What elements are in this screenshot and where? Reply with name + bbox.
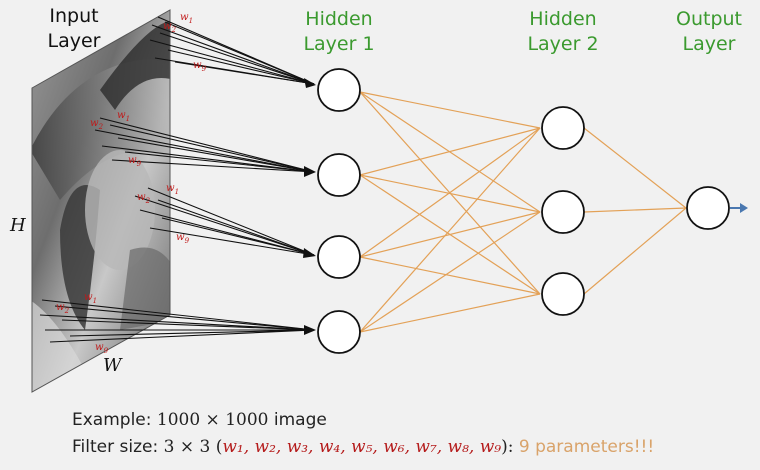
weight-label-group-1: w1 w2 w9 (163, 12, 207, 73)
output-neuron (686, 186, 730, 230)
weight-label-w2: w2 (163, 21, 177, 34)
hidden-layer-1-title: Hidden Layer 1 (292, 7, 386, 57)
hidden1-neuron (317, 235, 361, 279)
weight-label-w1: w1 (180, 12, 193, 25)
output-layer-title-line2: Layer (682, 33, 736, 55)
caption-filter-params: 9 parameters!!! (518, 437, 655, 457)
weight-label-w9: w9 (176, 232, 190, 245)
neurons (317, 68, 730, 354)
receptive-field-lines (39, 16, 315, 343)
weight-label-w9: w9 (193, 60, 207, 73)
weight-label-group-4: w1 w2 w9 (56, 292, 109, 355)
hidden1-neuron (317, 68, 361, 112)
weight-label-w2: w2 (137, 192, 151, 205)
receptive-field-arrowheads (303, 78, 316, 335)
image-width-label: W (103, 355, 122, 376)
weight-label-w1: w1 (166, 183, 179, 196)
connection-line (359, 293, 541, 333)
connection-line (583, 207, 687, 295)
connection-line (359, 211, 541, 333)
weight-label-group-2: w1 w2 w9 (90, 110, 142, 168)
input-image-border (31, 9, 171, 393)
hidden-layer-1-title-line2: Layer 1 (303, 33, 375, 55)
hidden1-neuron (317, 310, 361, 354)
weight-label-w1: w1 (117, 110, 130, 123)
hidden1-neuron (317, 153, 361, 197)
weight-label-w9: w9 (128, 155, 142, 168)
input-layer-title: Input Layer (38, 4, 110, 54)
weight-label-group-3: w1 w2 w9 (137, 183, 190, 245)
connection-line (583, 127, 687, 209)
connection-line (359, 91, 541, 129)
weight-labels: w1 w2 w9 w1 w2 w9 w1 w2 w9 w1 w2 w9 (56, 12, 207, 355)
input-image (32, 10, 170, 392)
caption-example-suffix: image (268, 410, 327, 430)
hidden-layer-1-title-line1: Hidden (305, 8, 373, 30)
weight-label-w9: w9 (95, 342, 109, 355)
hidden-layer-2-title-line1: Hidden (529, 8, 597, 30)
input-layer-title-line2: Layer (47, 30, 101, 52)
caption-example: Example: 1000 × 1000 image (72, 410, 327, 430)
connection-line (359, 127, 541, 258)
caption-filter: Filter size: 3 × 3 (w₁, w₂, w₃, w₄, w₅, … (72, 437, 654, 457)
hidden2-neuron (541, 190, 585, 234)
hidden2-neuron (541, 272, 585, 316)
hidden-layer-2-title: Hidden Layer 2 (516, 7, 610, 57)
output-layer-title-line1: Output (676, 8, 742, 30)
output-arrow (730, 203, 748, 213)
hidden-layer-2-title-line2: Layer 2 (527, 33, 599, 55)
connection-line (359, 127, 541, 333)
connection-line (583, 207, 687, 213)
connection-line (359, 127, 541, 176)
caption-filter-close: ): (501, 437, 519, 457)
caption-example-prefix: Example: (72, 410, 157, 430)
weight-label-w2: w2 (56, 302, 70, 315)
connection-line (359, 174, 541, 213)
caption-example-size: 1000 × 1000 (156, 410, 269, 430)
image-height-label: H (10, 215, 26, 236)
connection-line (359, 211, 541, 258)
connections (359, 91, 687, 333)
caption-filter-weights: w₁, w₂, w₃, w₄, w₅, w₆, w₇, w₈, w₉ (222, 437, 502, 457)
weight-label-w1: w1 (84, 292, 97, 305)
caption-filter-size: 3 × 3 ( (163, 437, 223, 457)
output-layer-title: Output Layer (666, 7, 752, 57)
hidden2-neuron (541, 106, 585, 150)
connection-line (359, 256, 541, 295)
input-layer-title-line1: Input (49, 5, 99, 27)
weight-label-w2: w2 (90, 118, 104, 131)
caption-filter-prefix: Filter size: (72, 437, 164, 457)
